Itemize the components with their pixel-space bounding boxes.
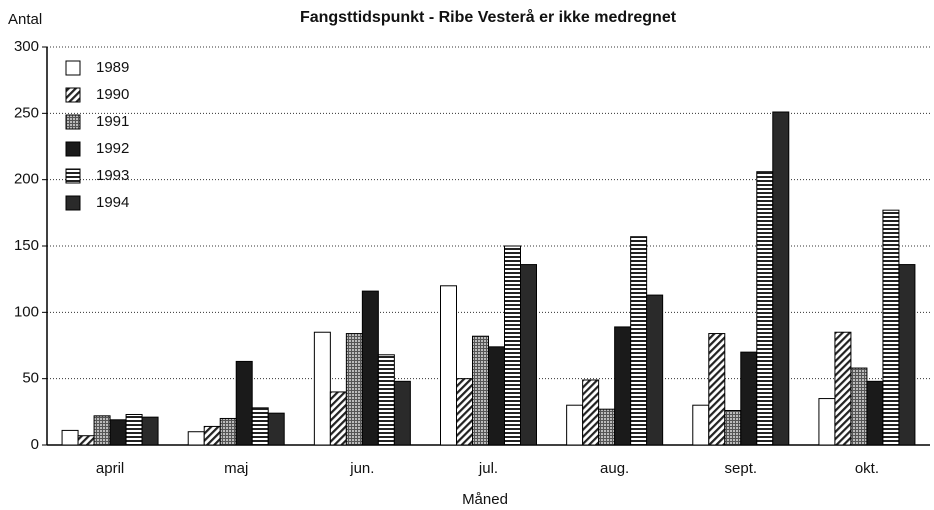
legend-label: 1990: [96, 86, 129, 103]
bar: [818, 398, 836, 446]
legend-swatch: [65, 87, 81, 103]
y-tick-label: 300: [14, 38, 39, 55]
bar: [614, 326, 632, 446]
bar: [740, 351, 758, 446]
chart-title: Fangsttidspunkt - Ribe Vesterå er ikke m…: [300, 8, 677, 26]
legend-swatch: [65, 168, 81, 184]
bar: [125, 413, 143, 446]
legend-label: 1994: [96, 194, 129, 211]
bar: [456, 378, 473, 446]
x-axis-label: Måned: [462, 491, 508, 508]
bar: [361, 290, 379, 446]
bar: [598, 408, 616, 446]
x-tick-label: okt.: [855, 460, 879, 477]
bar: [582, 379, 600, 446]
bar: [708, 333, 726, 446]
x-tick-label: aug.: [600, 460, 629, 477]
y-tick-label: 250: [14, 104, 39, 121]
bar: [393, 380, 411, 446]
bar: [898, 264, 916, 446]
bar: [520, 264, 537, 446]
legend-swatch: [65, 141, 81, 157]
bar: [772, 111, 790, 446]
legend-label: 1989: [96, 59, 129, 76]
x-tick-label: jun.: [349, 460, 374, 477]
bar: [345, 333, 363, 446]
bar: [472, 335, 489, 446]
y-tick-label: 150: [14, 237, 39, 254]
y-tick-label: 50: [22, 370, 39, 387]
bar: [488, 346, 505, 446]
bar: [141, 416, 159, 446]
bar: [866, 380, 884, 446]
bar: [77, 435, 95, 446]
legend-label: 1993: [96, 167, 129, 184]
x-tick-label: maj: [224, 460, 248, 477]
y-tick-label: 0: [31, 436, 39, 453]
bar: [756, 171, 774, 446]
x-tick-label: sept.: [725, 460, 758, 477]
bar: [630, 236, 648, 446]
bar: [440, 285, 457, 446]
bar: [251, 407, 269, 446]
legend-swatch: [65, 60, 81, 76]
bar: [313, 331, 331, 446]
bar: [504, 245, 521, 446]
bar: [329, 391, 347, 446]
bar: [850, 367, 868, 446]
bar: [377, 354, 395, 446]
legend-swatch: [65, 195, 81, 211]
bar: [235, 360, 253, 446]
legend-label: 1991: [96, 113, 129, 130]
bar: [187, 431, 205, 446]
legend-label: 1992: [96, 140, 129, 157]
legend-swatch: [65, 114, 81, 130]
bar: [203, 425, 221, 446]
y-axis-label: Antal: [8, 11, 42, 28]
bar: [646, 294, 664, 446]
bar: [267, 412, 285, 446]
bar: [61, 429, 79, 446]
bar: [109, 419, 127, 446]
bar: [566, 404, 584, 446]
y-tick-label: 200: [14, 171, 39, 188]
y-tick-label: 100: [14, 303, 39, 320]
bar: [93, 415, 111, 446]
bar: [882, 209, 900, 446]
x-tick-label: jul.: [478, 460, 498, 477]
bar: [834, 331, 852, 446]
bar: [724, 410, 742, 446]
bar: [219, 417, 237, 446]
bar: [692, 404, 710, 446]
x-tick-label: april: [96, 460, 124, 477]
